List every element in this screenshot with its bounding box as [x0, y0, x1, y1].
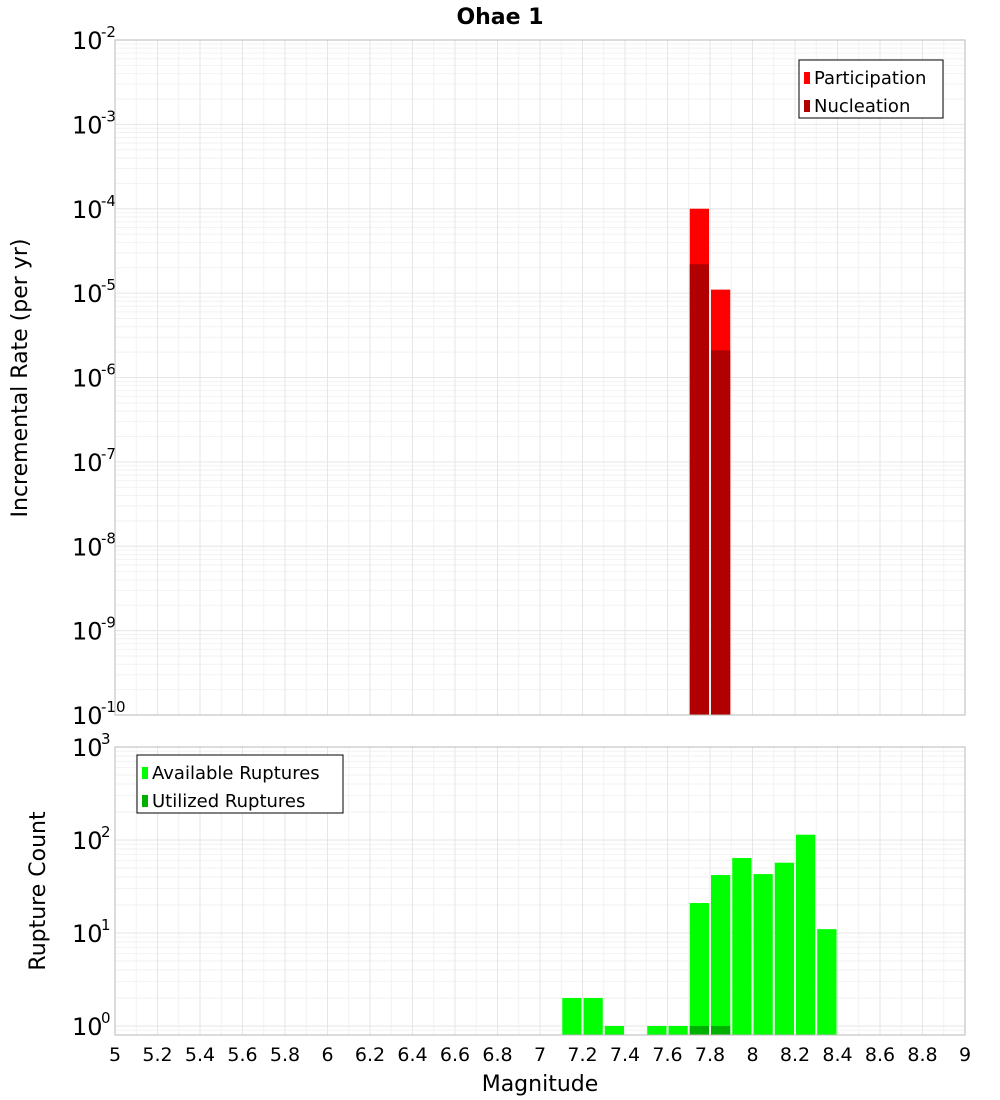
y-tick-exponent: 2 [101, 823, 111, 841]
legend-label: Utilized Ruptures [152, 791, 305, 812]
x-tick-label: 8.4 [822, 1044, 852, 1066]
y-tick-label: 10 [72, 449, 103, 477]
x-tick-label: 6.8 [482, 1044, 512, 1066]
legend-swatch [142, 795, 148, 807]
y-tick-exponent: -3 [101, 107, 116, 125]
y-tick-exponent: -8 [101, 529, 116, 547]
rate-legend: Participation Nucleation [798, 59, 944, 119]
y-tick-label: 10 [72, 111, 103, 139]
bar-utilized-ruptures [689, 1025, 709, 1035]
legend-label: Nucleation [814, 96, 910, 117]
x-tick-label: 5.2 [142, 1044, 172, 1066]
legend-swatch [804, 100, 810, 112]
y-tick-exponent: -6 [101, 361, 116, 379]
legend-swatch [142, 767, 148, 779]
rate-y-ticks: 10-210-310-410-510-610-710-810-910-10 [72, 23, 126, 730]
bar-utilized-ruptures [711, 1025, 731, 1035]
legend-label: Available Ruptures [152, 763, 320, 784]
y-tick-label: 10 [72, 920, 103, 948]
y-tick-exponent: -5 [101, 276, 116, 294]
bar-available-ruptures [689, 903, 709, 1035]
rupture-bars [562, 834, 837, 1035]
y-tick-exponent: 0 [101, 1009, 111, 1027]
bar-available-ruptures [732, 858, 752, 1035]
rate-grid [114, 39, 966, 716]
x-tick-label: 5 [109, 1044, 121, 1066]
bar-available-ruptures [604, 1025, 624, 1035]
y-tick-exponent: 1 [101, 916, 111, 934]
y-tick-exponent: -7 [101, 445, 116, 463]
x-axis-label: Magnitude [482, 1072, 599, 1097]
x-tick-label: 6.2 [355, 1044, 385, 1066]
x-tick-label: 7 [534, 1044, 546, 1066]
y-tick-label: 10 [72, 827, 103, 855]
y-tick-label: 10 [72, 702, 103, 730]
y-tick-label: 10 [72, 365, 103, 393]
bar-available-ruptures [796, 834, 816, 1035]
bar-available-ruptures [668, 1025, 688, 1035]
x-tick-label: 5.4 [185, 1044, 215, 1066]
y-tick-exponent: -2 [101, 23, 116, 41]
rate-bars [689, 208, 731, 715]
y-tick-exponent: 3 [101, 730, 111, 748]
x-tick-label: 6.6 [440, 1044, 470, 1066]
rate-y-axis-label: Incremental Rate (per yr) [8, 239, 33, 518]
y-tick-label: 10 [72, 27, 103, 55]
y-tick-label: 10 [72, 533, 103, 561]
bar-nucleation [711, 350, 731, 715]
legend-label: Participation [814, 68, 926, 89]
x-tick-label: 9 [959, 1044, 971, 1066]
y-tick-label: 10 [72, 196, 103, 224]
x-tick-label: 7.2 [567, 1044, 597, 1066]
x-tick-label: 5.8 [270, 1044, 300, 1066]
x-tick-label: 8.6 [865, 1044, 895, 1066]
y-tick-exponent: -9 [101, 614, 116, 632]
bar-available-ruptures [562, 997, 582, 1035]
x-tick-label: 7.6 [652, 1044, 682, 1066]
x-tick-label: 7.4 [610, 1044, 640, 1066]
bar-nucleation [689, 264, 709, 715]
x-tick-label: 8.2 [780, 1044, 810, 1066]
bar-available-ruptures [647, 1025, 667, 1035]
y-tick-exponent: -4 [101, 192, 116, 210]
bar-available-ruptures [711, 875, 731, 1035]
y-tick-exponent: -10 [101, 698, 126, 716]
x-tick-label: 8.8 [907, 1044, 937, 1066]
y-tick-label: 10 [72, 618, 103, 646]
bar-available-ruptures [817, 929, 837, 1035]
x-tick-label: 8 [746, 1044, 758, 1066]
bar-available-ruptures [774, 862, 794, 1035]
y-tick-label: 10 [72, 1013, 103, 1041]
x-tick-label: 7.8 [695, 1044, 725, 1066]
x-tick-label: 5.6 [227, 1044, 257, 1066]
x-tick-label: 6 [321, 1044, 333, 1066]
y-tick-label: 10 [72, 734, 103, 762]
legend-swatch [804, 72, 810, 84]
bar-available-ruptures [753, 874, 773, 1035]
bar-available-ruptures [583, 997, 603, 1035]
chart-title: Ohae 1 [456, 5, 543, 30]
rupture-y-axis-label: Rupture Count [26, 811, 51, 971]
legend-box [136, 754, 344, 814]
rate-panel: 10-210-310-410-510-610-710-810-910-10 In… [8, 23, 966, 730]
y-tick-label: 10 [72, 280, 103, 308]
x-tick-label: 6.4 [397, 1044, 427, 1066]
rupture-legend: Available Ruptures Utilized Ruptures [136, 754, 344, 814]
legend-box [798, 59, 944, 119]
x-ticks: 5 5.2 5.4 5.6 5.8 6 6.2 6.4 6.6 6.8 7 7.2 7.4 7.6 7.8 8… [109, 1044, 971, 1066]
